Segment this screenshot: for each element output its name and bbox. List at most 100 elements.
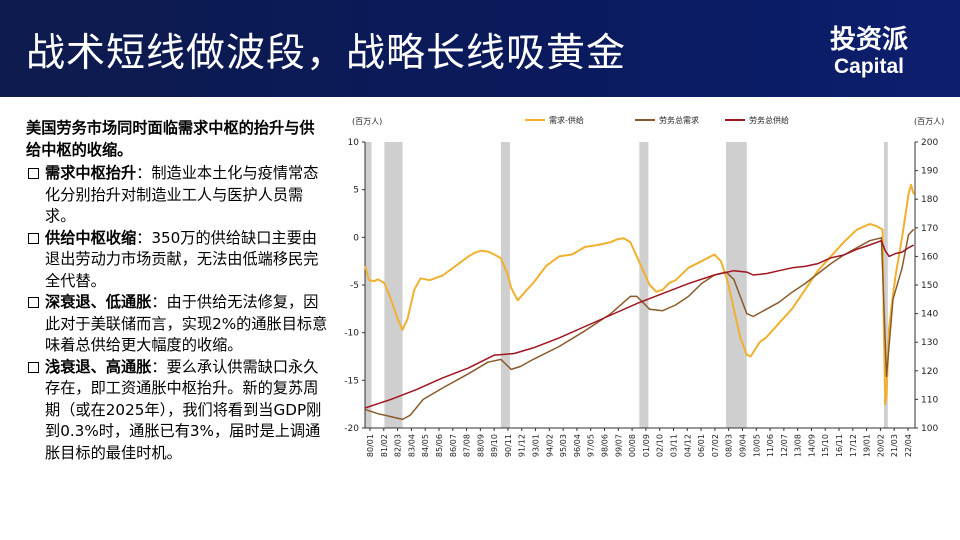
x-tick-label: 10/05	[752, 434, 761, 457]
bullet-separator: ：	[136, 228, 152, 247]
x-tick-label: 19/01	[863, 434, 872, 457]
right-tick-label: 130	[921, 338, 938, 348]
brand-name-cn: 投资派	[829, 25, 908, 55]
left-tick-label: 10	[348, 138, 360, 148]
x-tick-label: 94/02	[545, 434, 554, 457]
checkbox-square-icon	[28, 297, 39, 308]
text-panel: 美国劳务市场同时面临需求中枢的抬升与供给中枢的收缩。 需求中枢抬升：制造业本土化…	[26, 118, 328, 464]
bullet-item: 深衰退、低通胀：由于供给无法修复，因此对于美联储而言，实现2%的通胀目标意味着总…	[26, 292, 328, 357]
right-tick-label: 170	[921, 224, 938, 234]
recession-band	[365, 142, 372, 428]
page-title: 战术短线做波段，战略长线吸黄金	[26, 31, 627, 76]
x-tick-label: 96/04	[573, 434, 582, 457]
x-tick-label: 82/03	[394, 434, 403, 457]
bullet-body: 由于供给无法修复，因此对于美联储而言，实现2%的通胀目标意味着总供给更大幅度的收…	[45, 293, 328, 354]
x-tick-label: 91/12	[518, 434, 527, 457]
x-tick-label: 99/07	[614, 434, 623, 457]
right-tick-label: 120	[921, 367, 938, 377]
legend-label: 劳务总供给	[749, 115, 789, 125]
brand-logo: 投资派 Capital	[814, 26, 924, 80]
checkbox-square-icon	[28, 232, 39, 244]
legend-label: 需求-供给	[549, 115, 584, 125]
right-tick-label: 180	[921, 195, 938, 205]
right-tick-label: 140	[921, 310, 938, 320]
x-tick-label: 16/11	[835, 434, 844, 457]
bullet-body: 350万的供给缺口主要由退出劳动力市场贡献，无法由低端移民完全代替。	[45, 228, 319, 290]
bullet-heading: 需求中枢抬升	[45, 164, 137, 182]
right-tick-label: 200	[921, 138, 938, 148]
x-tick-label: 81/02	[380, 434, 389, 457]
recession-band	[883, 142, 888, 428]
x-tick-label: 97/05	[587, 434, 596, 457]
x-tick-label: 20/02	[876, 434, 885, 457]
x-tick-label: 01/09	[642, 434, 651, 457]
x-tick-label: 89/10	[490, 434, 499, 457]
x-tick-label: 02/10	[656, 434, 665, 457]
bullet-separator: ：	[136, 164, 152, 182]
left-axis-unit: (百万人)	[352, 117, 382, 126]
x-tick-label: 95/03	[559, 434, 568, 457]
x-tick-label: 09/04	[738, 434, 747, 457]
x-tick-label: 15/10	[821, 434, 830, 457]
right-tick-label: 110	[921, 395, 938, 405]
x-tick-label: 21/03	[890, 434, 899, 457]
x-tick-label: 11/06	[766, 434, 775, 457]
x-tick-label: 12/07	[780, 434, 789, 457]
x-tick-label: 90/11	[504, 434, 513, 457]
x-tick-label: 03/11	[669, 434, 678, 457]
bullet-item: 供给中枢收缩：350万的供给缺口主要由退出劳动力市场贡献，无法由低端移民完全代替…	[26, 228, 328, 293]
x-tick-label: 17/12	[849, 434, 858, 457]
left-tick-label: -10	[344, 329, 359, 339]
x-tick-label: 93/01	[532, 434, 541, 457]
recession-band	[500, 142, 510, 428]
right-axis-unit: (百万人)	[914, 117, 944, 126]
x-tick-label: 85/06	[435, 434, 444, 457]
bullet-heading: 供给中枢收缩	[45, 228, 137, 247]
bullet-body: 要么承认供需缺口永久存在，即工资通胀中枢抬升。新的复苏周期（或在2025年），我…	[45, 357, 322, 462]
left-tick-label: 5	[353, 186, 359, 196]
left-tick-label: -20	[344, 424, 359, 434]
recession-band	[639, 142, 649, 428]
bullet-item: 需求中枢抬升：制造业本土化与疫情常态化分别抬升对制造业工人与医护人员需求。	[26, 163, 328, 228]
x-tick-label: 04/12	[683, 434, 692, 457]
x-tick-label: 80/01	[366, 434, 375, 457]
bullet-item: 浅衰退、高通胀：要么承认供需缺口永久存在，即工资通胀中枢抬升。新的复苏周期（或在…	[26, 357, 328, 465]
x-tick-label: 06/01	[697, 434, 706, 457]
right-tick-label: 160	[921, 252, 938, 262]
bullet-separator: ：	[151, 293, 167, 311]
x-tick-label: 86/07	[449, 434, 458, 457]
labor-market-chart: 10 5 0 -5 -10 -15 -20 200 190 180 170 160 150 140 130 1…	[344, 115, 944, 457]
x-tick-label: 22/04	[904, 434, 913, 457]
legend-label: 劳务总需求	[659, 115, 699, 125]
x-tick-label: 84/05	[421, 434, 430, 457]
right-tick-label: 100	[921, 424, 938, 434]
x-tick-label: 88/09	[476, 434, 485, 457]
bullet-separator: ：	[151, 357, 167, 376]
recession-band	[384, 142, 403, 428]
lead-paragraph: 美国劳务市场同时面临需求中枢的抬升与供给中枢的收缩。	[26, 119, 315, 159]
left-tick-label: -5	[350, 281, 359, 291]
right-tick-label: 150	[921, 281, 938, 291]
x-tick-label: 08/03	[725, 434, 734, 457]
series-line	[364, 239, 915, 409]
checkbox-square-icon	[28, 361, 39, 373]
series-line	[364, 228, 915, 421]
brand-name-en: Capital	[833, 55, 904, 78]
bullet-heading: 深衰退、低通胀	[45, 293, 152, 311]
left-tick-label: -15	[344, 376, 359, 386]
x-tick-label: 00/08	[628, 434, 637, 457]
x-tick-label: 83/04	[407, 434, 416, 457]
chart-container: 10 5 0 -5 -10 -15 -20 200 190 180 170 160 150 140 130 1…	[340, 106, 952, 538]
x-tick-label: 13/08	[794, 434, 803, 457]
bullet-body: 制造业本土化与疫情常态化分别抬升对制造业工人与医护人员需求。	[45, 164, 319, 225]
x-tick-label: 14/09	[807, 434, 816, 457]
bullet-heading: 浅衰退、高通胀	[45, 357, 152, 376]
left-tick-label: 0	[353, 233, 359, 243]
x-tick-label: 07/02	[711, 434, 720, 457]
header-bar: 战术短线做波段，战略长线吸黄金 投资派 Capital	[0, 0, 960, 97]
x-tick-label: 87/08	[463, 434, 472, 457]
right-tick-label: 190	[921, 167, 938, 177]
series-line	[364, 183, 915, 406]
checkbox-square-icon	[28, 168, 39, 179]
x-tick-label: 98/06	[601, 434, 610, 457]
